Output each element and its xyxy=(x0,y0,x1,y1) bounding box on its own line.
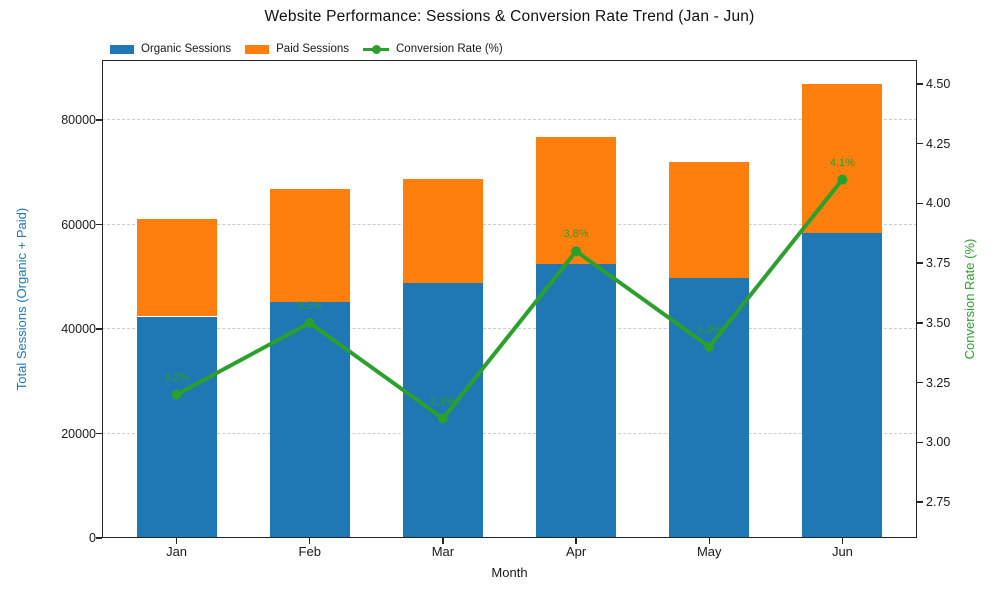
left-axis-tick xyxy=(96,119,102,121)
x-axis-tick-label-feb: Feb xyxy=(298,544,321,559)
point-label-jan: 3.2% xyxy=(164,371,190,384)
organic-sessions-swatch-icon xyxy=(110,44,134,54)
x-axis-tick xyxy=(308,538,311,544)
bar-segment-organic-may xyxy=(669,277,750,538)
x-axis-tick xyxy=(575,538,577,544)
legend-item-paid-sessions: Paid Sessions xyxy=(245,43,349,55)
x-axis-tick xyxy=(841,538,844,544)
grid-line xyxy=(102,432,917,434)
bar-segment-paid-mar xyxy=(402,179,483,283)
left-axis-tick xyxy=(96,223,102,226)
right-axis-tick xyxy=(917,441,923,444)
x-axis-tick-label-jan: Jan xyxy=(166,544,188,559)
legend-label-conversion: Conversion Rate (%) xyxy=(396,43,503,55)
grid-line xyxy=(102,119,917,121)
legend-label-organic: Organic Sessions xyxy=(141,43,232,55)
bar-segment-paid-apr xyxy=(536,137,617,264)
right-axis-tick xyxy=(917,262,923,264)
right-axis-tick-label: 2.75 xyxy=(926,495,951,510)
point-label-jun: 4.1% xyxy=(829,156,855,169)
legend-item-organic-sessions: Organic Sessions xyxy=(110,43,231,55)
line-marker-jan xyxy=(171,389,182,400)
bar-segment-paid-jun xyxy=(802,84,883,234)
grid-line xyxy=(102,328,917,330)
x-axis-tick xyxy=(442,538,444,544)
left-axis-tick-label: 0 xyxy=(89,531,96,545)
bar-segment-paid-feb xyxy=(269,189,350,303)
x-axis-tick xyxy=(708,538,710,544)
x-axis-tick xyxy=(175,538,178,544)
left-axis-tick xyxy=(96,328,102,330)
left-axis-tick-label: 60000 xyxy=(61,217,96,232)
point-label-may: 3.4% xyxy=(696,323,722,336)
line-marker-jun xyxy=(837,174,848,185)
left-axis-tick-label: 80000 xyxy=(61,113,96,128)
right-axis-tick-label: 4.00 xyxy=(926,196,951,211)
conversion-rate-line-swatch-icon xyxy=(363,43,389,55)
bar-segment-organic-mar xyxy=(402,282,483,538)
line-marker-apr xyxy=(571,246,582,257)
right-axis-tick xyxy=(917,202,923,205)
right-axis-tick-label: 3.00 xyxy=(926,435,951,450)
point-label-feb: 3.5% xyxy=(297,299,323,312)
x-axis-tick-label-jun: Jun xyxy=(831,544,853,559)
left-axis-title: Total Sessions (Organic + Paid) xyxy=(14,207,29,391)
chart-title: Website Performance: Sessions & Conversi… xyxy=(264,8,755,25)
line-marker-mar xyxy=(437,413,448,424)
right-axis-tick xyxy=(917,501,923,503)
point-label-mar: 3.1% xyxy=(430,395,456,408)
right-axis-tick xyxy=(917,322,923,324)
line-marker-feb xyxy=(304,317,315,328)
right-axis-tick-label: 3.25 xyxy=(926,375,951,390)
bar-segment-organic-jun xyxy=(802,233,883,538)
plot-area: 3.2% 3.5% 3.1% 3.8% 3.4% 4.1% xyxy=(102,60,917,538)
right-axis-title: Conversion Rate (%) xyxy=(962,238,977,360)
x-axis-tick-label-may: May xyxy=(696,544,722,559)
conversion-rate-line xyxy=(171,174,848,424)
left-axis-tick xyxy=(96,537,102,539)
legend-item-conversion-rate: Conversion Rate (%) xyxy=(363,43,503,55)
line-marker-may xyxy=(704,341,715,352)
paid-sessions-swatch-icon xyxy=(245,44,270,54)
legend: Organic Sessions Paid Sessions Conversio… xyxy=(110,43,503,55)
x-axis-title: Month xyxy=(491,565,528,580)
grid-line xyxy=(102,223,917,225)
bar-segment-paid-jan xyxy=(136,219,217,317)
bar-segment-organic-jan xyxy=(136,316,217,538)
right-axis-tick-label: 4.25 xyxy=(926,136,951,151)
right-axis-tick xyxy=(917,142,923,145)
right-axis-tick-label: 3.75 xyxy=(926,256,951,271)
bar-segment-paid-may xyxy=(669,161,750,278)
right-axis-tick-label: 3.50 xyxy=(926,315,951,330)
left-axis-tick xyxy=(96,432,102,435)
right-axis-tick xyxy=(917,83,923,85)
point-label-apr: 3.8% xyxy=(563,228,589,241)
left-axis-tick-label: 20000 xyxy=(61,426,96,441)
left-axis-tick-label: 40000 xyxy=(61,322,96,337)
bar-segment-organic-apr xyxy=(536,263,617,538)
right-axis-tick xyxy=(917,381,923,384)
legend-label-paid: Paid Sessions xyxy=(276,43,349,55)
x-axis-tick-label-apr: Apr xyxy=(565,544,587,559)
x-axis-tick-label-mar: Mar xyxy=(431,544,455,559)
right-axis-tick-label: 4.50 xyxy=(926,76,951,91)
